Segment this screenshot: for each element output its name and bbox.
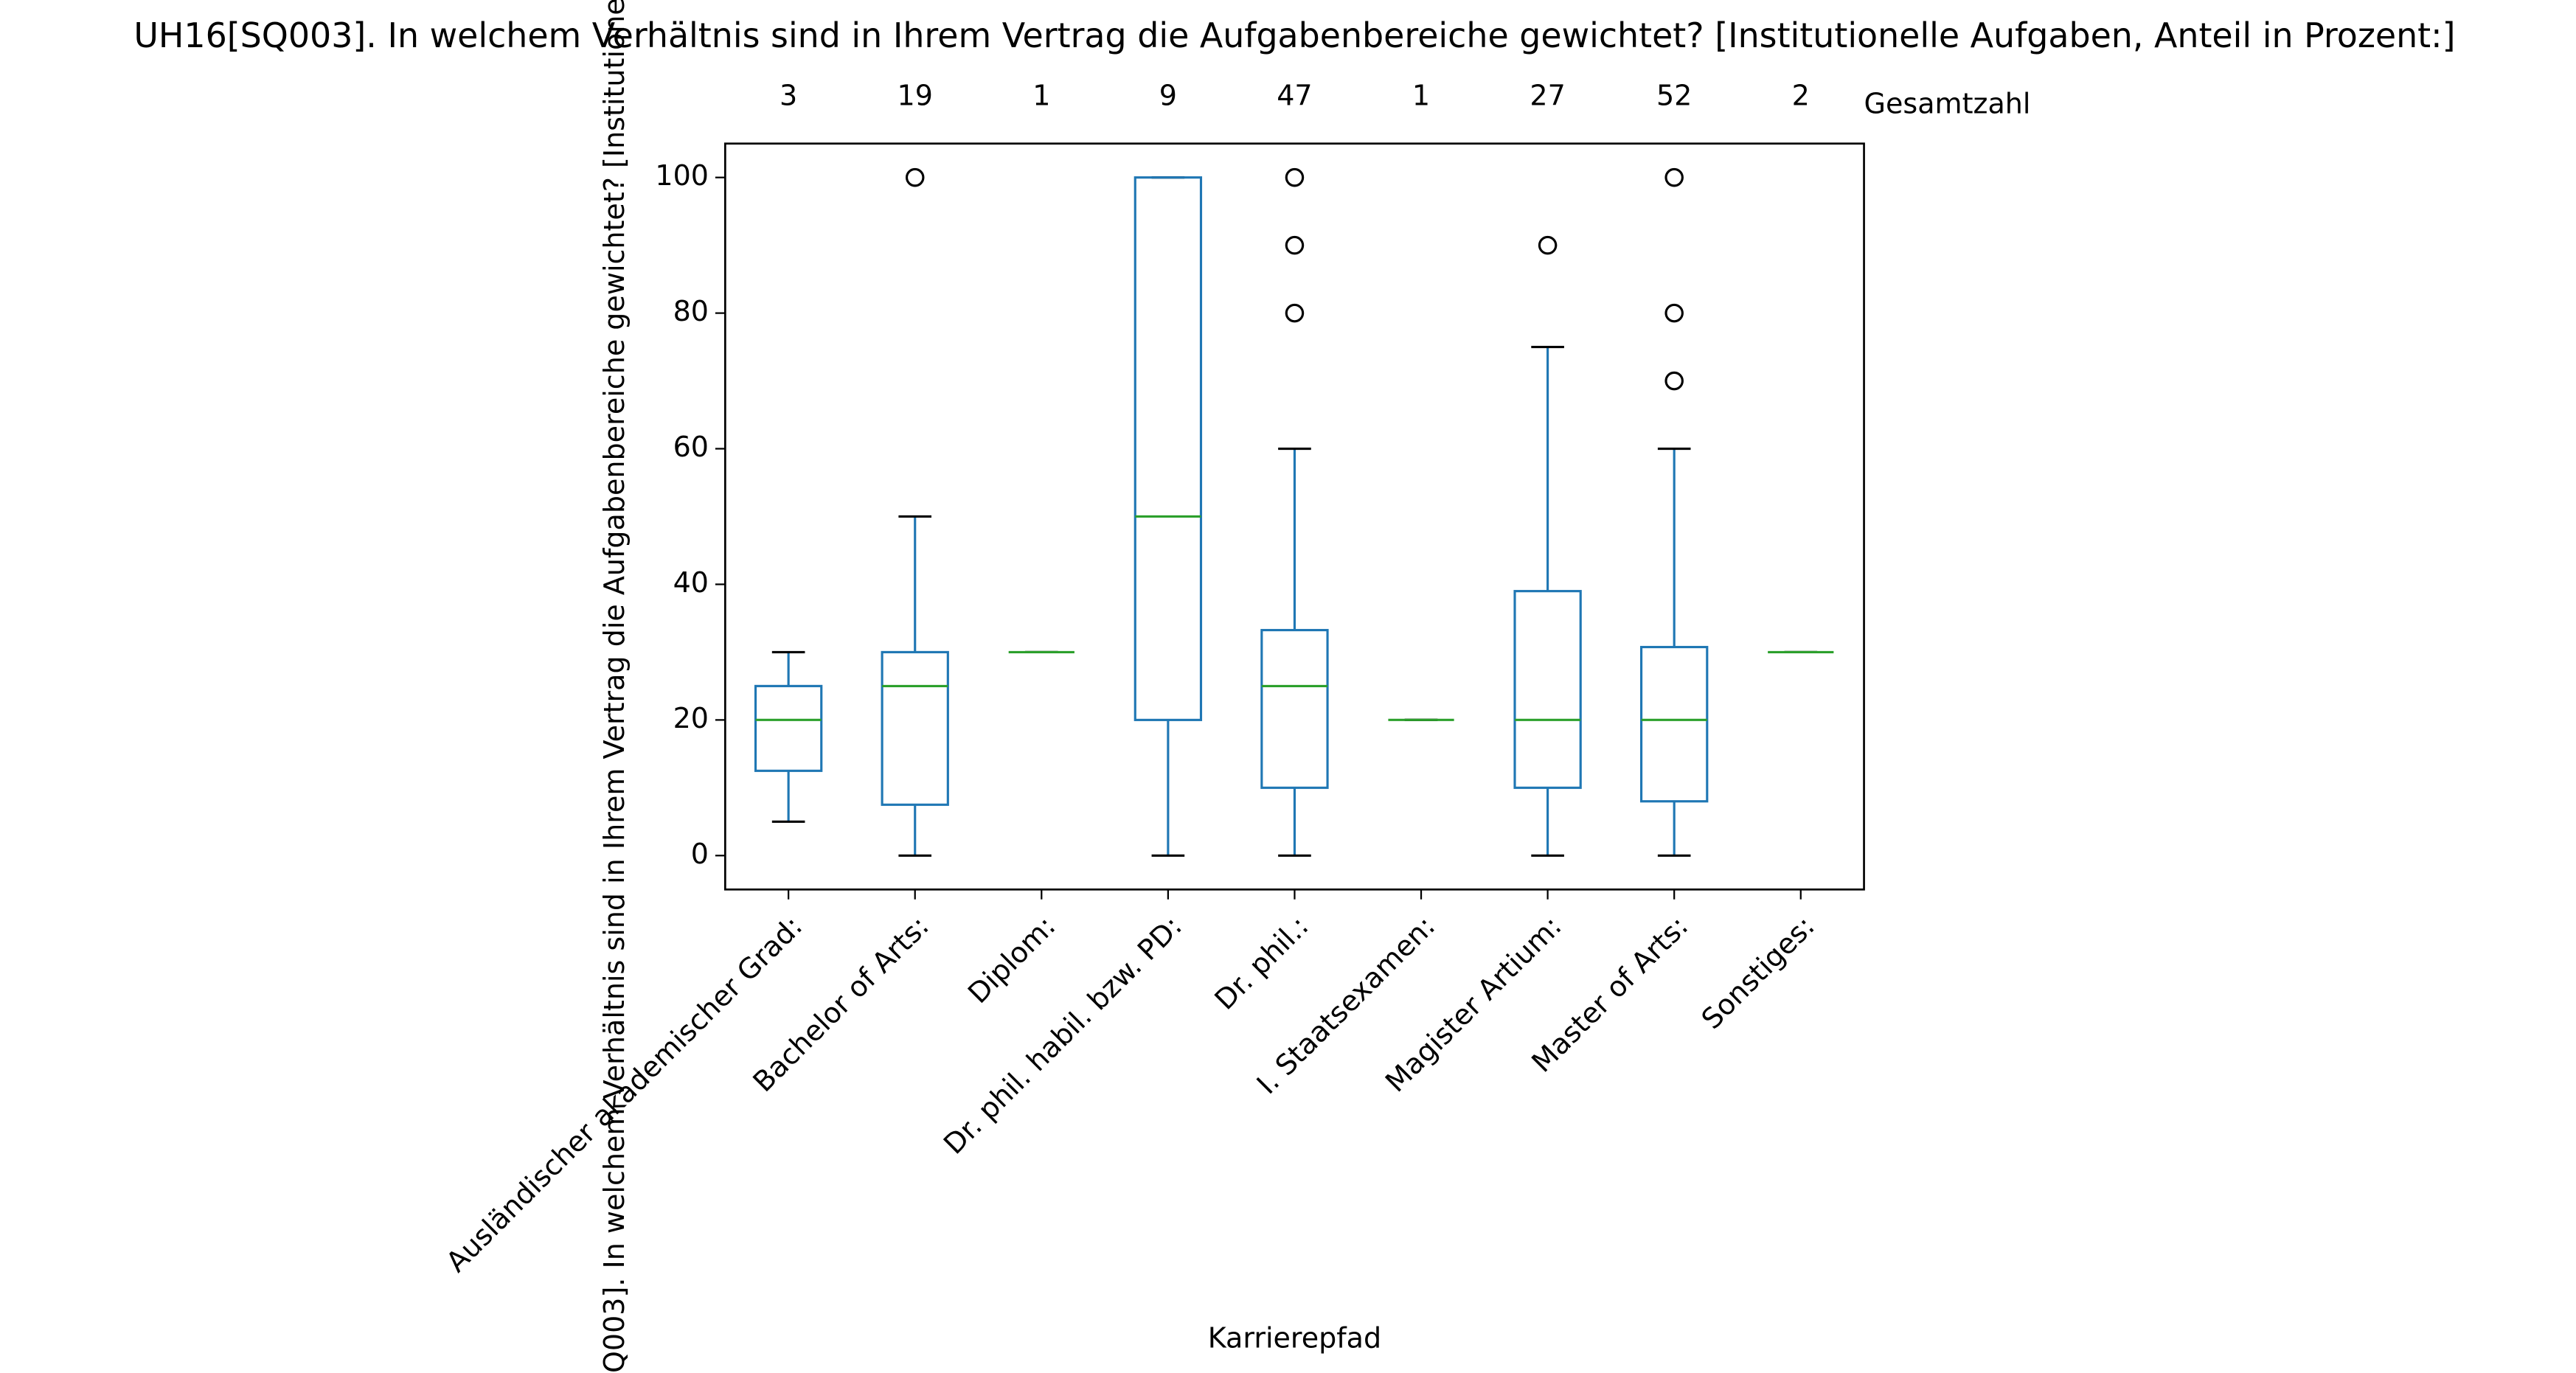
- box: [1260, 628, 1329, 789]
- box: [1513, 590, 1582, 789]
- outlier: [1664, 167, 1684, 187]
- y-tick-label: 100: [655, 159, 709, 192]
- outlier: [1285, 167, 1305, 187]
- y-tick-label: 60: [673, 431, 709, 463]
- count-label: 1: [1412, 80, 1430, 112]
- outlier: [1664, 303, 1684, 323]
- count-label: 2: [1792, 80, 1810, 112]
- outlier: [905, 167, 925, 187]
- box: [1133, 176, 1203, 721]
- chart-title: UH16[SQ003]. In welchem Verhältnis sind …: [133, 15, 2455, 55]
- counts-label: Gesamtzahl: [1864, 88, 2031, 120]
- count-label: 19: [898, 80, 933, 112]
- box: [1640, 645, 1709, 803]
- box: [881, 650, 949, 806]
- count-label: 3: [780, 80, 797, 112]
- box: [754, 684, 823, 772]
- count-label: 47: [1277, 80, 1312, 112]
- count-label: 27: [1530, 80, 1565, 112]
- x-tick-label: Diplom:: [962, 910, 1062, 1010]
- x-tick-label: Sonstiges:: [1695, 910, 1821, 1035]
- count-label: 1: [1032, 80, 1050, 112]
- y-tick-label: 0: [691, 838, 709, 870]
- outlier: [1538, 235, 1558, 255]
- outlier: [1664, 371, 1684, 391]
- y-tick-label: 40: [673, 566, 709, 599]
- outlier: [1285, 303, 1305, 323]
- y-axis-label: UH16[SQ003]. In welchem Verhältnis sind …: [598, 0, 631, 1373]
- count-label: 52: [1656, 80, 1692, 112]
- outlier: [1285, 235, 1305, 255]
- y-tick-label: 80: [673, 295, 709, 327]
- x-axis-label: Karrierepfad: [1208, 1322, 1381, 1355]
- x-tick-label: Dr. phil. habil. bzw. PD:: [937, 910, 1188, 1161]
- x-tick-label: Dr. phil.:: [1208, 910, 1314, 1016]
- y-tick-label: 20: [673, 702, 709, 734]
- count-label: 9: [1159, 80, 1177, 112]
